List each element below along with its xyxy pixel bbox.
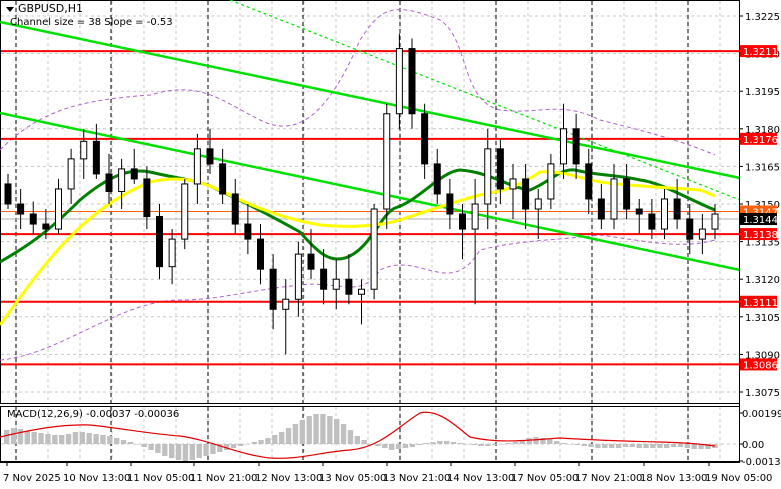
svg-text:19 Nov 05:00: 19 Nov 05:00 [705, 473, 772, 484]
svg-text:1.3147: 1.3147 [743, 208, 778, 219]
svg-text:1.3090: 1.3090 [745, 350, 780, 361]
svg-text:12 Nov 13:00: 12 Nov 13:00 [255, 473, 322, 484]
macd-panel-frame [0, 406, 740, 462]
svg-text:11 Nov 05:00: 11 Nov 05:00 [127, 473, 194, 484]
macd-indicator [0, 411, 718, 461]
svg-text:10 Nov 13:00: 10 Nov 13:00 [63, 473, 130, 484]
svg-text:18 Nov 13:00: 18 Nov 13:00 [640, 473, 707, 484]
svg-text:13 Nov 21:00: 13 Nov 21:00 [383, 473, 450, 484]
svg-text:1.3120: 1.3120 [745, 275, 780, 286]
svg-text:1.3211: 1.3211 [743, 47, 778, 58]
svg-text:1.3180: 1.3180 [745, 125, 780, 136]
svg-text:1.3195: 1.3195 [745, 87, 780, 98]
svg-text:1.3075: 1.3075 [745, 388, 780, 399]
dropdown-triangle-icon[interactable] [6, 6, 14, 12]
svg-text:1.3138: 1.3138 [743, 230, 778, 241]
channel-indicator-label: Channel size = 38 Slope = -0.53 [10, 17, 173, 28]
symbol-timeframe: GBPUSD,H1 [18, 2, 83, 15]
svg-text:1.3144: 1.3144 [743, 215, 778, 226]
macd-label: MACD(12,26,9) -0.00037 -0.00036 [7, 409, 180, 420]
svg-text:1.3176: 1.3176 [743, 135, 778, 146]
svg-text:1.3105: 1.3105 [745, 313, 780, 324]
svg-text:17 Nov 05:00: 17 Nov 05:00 [511, 473, 578, 484]
price-axis[interactable]: 1.32251.32101.31951.31801.31651.31501.31… [739, 0, 781, 468]
svg-text:17 Nov 21:00: 17 Nov 21:00 [575, 473, 642, 484]
svg-text:-0.00134: -0.00134 [742, 457, 781, 468]
svg-text:11 Nov 21:00: 11 Nov 21:00 [190, 473, 257, 484]
svg-text:1.3086: 1.3086 [743, 360, 778, 371]
svg-text:1.3150: 1.3150 [745, 200, 780, 211]
svg-text:1.3225: 1.3225 [745, 12, 780, 23]
candlesticks [4, 33, 719, 355]
svg-text:13 Nov 05:00: 13 Nov 05:00 [319, 473, 386, 484]
svg-text:0.00: 0.00 [742, 440, 764, 451]
svg-text:14 Nov 13:00: 14 Nov 13:00 [447, 473, 514, 484]
svg-text:1.3111: 1.3111 [743, 298, 778, 309]
regression-channel [0, 0, 741, 272]
chart-title[interactable]: GBPUSD,H1 [6, 2, 83, 15]
svg-text:1.3165: 1.3165 [745, 162, 780, 173]
svg-text:1.3135: 1.3135 [745, 238, 780, 249]
svg-text:7 Nov 2025: 7 Nov 2025 [3, 473, 61, 484]
svg-text:0.00199: 0.00199 [742, 409, 781, 420]
